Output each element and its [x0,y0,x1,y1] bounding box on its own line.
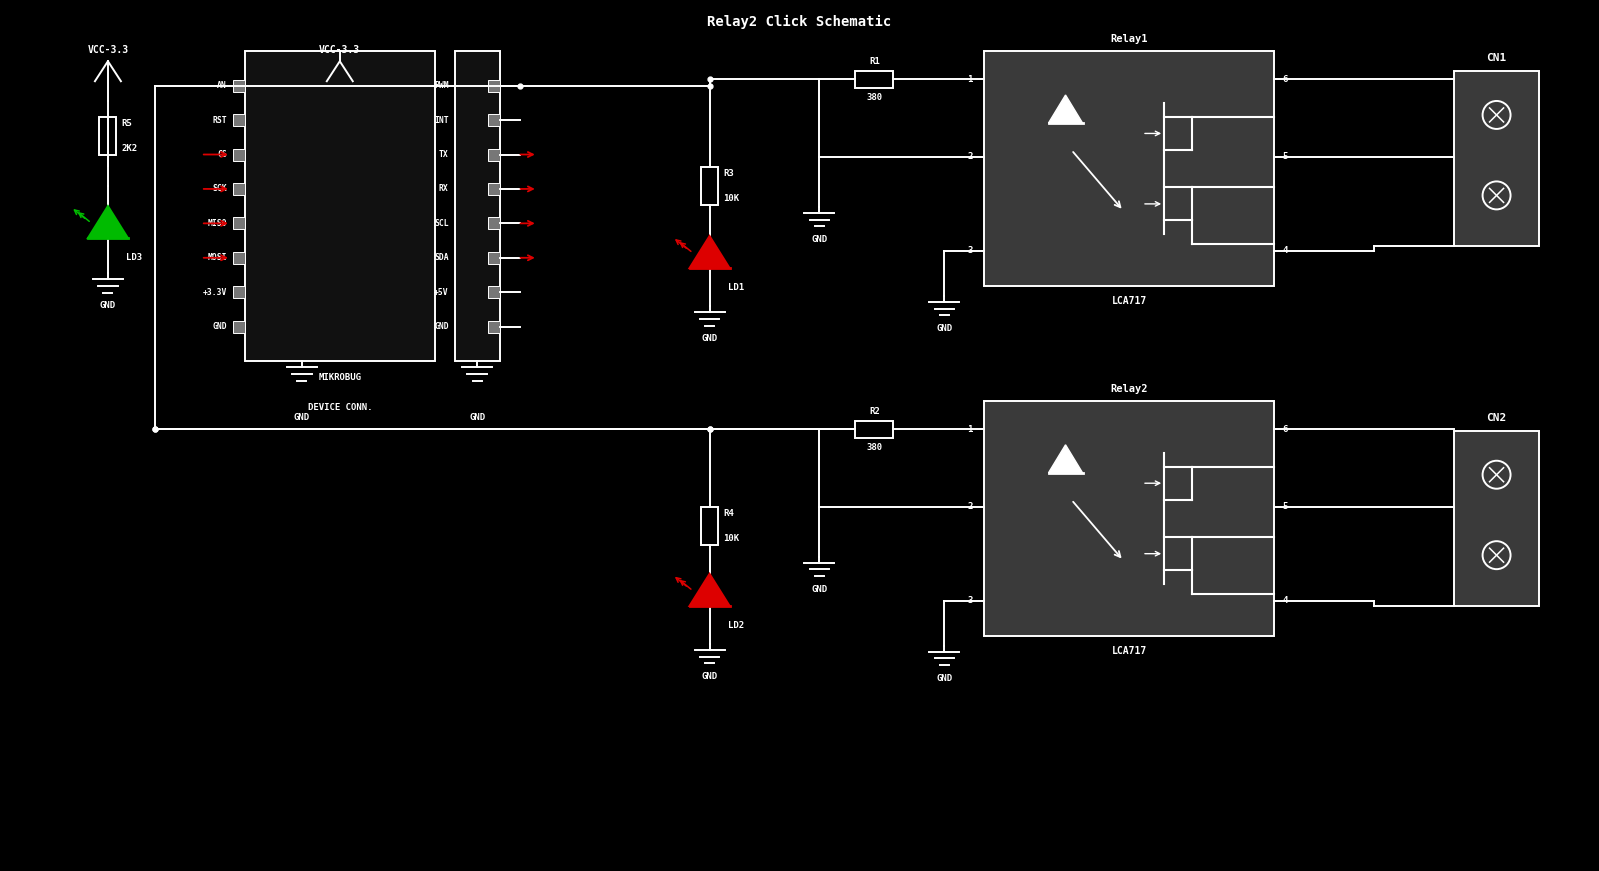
Bar [855,71,894,88]
Text: GND: GND [937,673,953,683]
Polygon shape [88,206,128,238]
Text: SCL: SCL [433,219,449,228]
Text: R2: R2 [870,407,879,415]
Text: DEVICE CONN.: DEVICE CONN. [307,403,373,412]
Text: 380: 380 [867,442,883,452]
Bar [233,114,245,126]
Polygon shape [1049,445,1083,473]
Text: LD2: LD2 [728,621,744,630]
Bar [488,183,499,195]
Bar [985,401,1274,636]
Text: MOSI: MOSI [208,253,227,262]
Text: INT: INT [433,116,449,125]
Text: SCK: SCK [213,185,227,193]
Bar [1453,431,1538,606]
Text: PWM: PWM [433,81,449,91]
Bar [233,287,245,298]
Text: MISO: MISO [208,219,227,228]
Text: 4: 4 [1282,596,1287,605]
Text: R4: R4 [723,509,734,518]
Polygon shape [1049,95,1083,123]
Bar [233,183,245,195]
Text: R5: R5 [122,119,133,128]
Bar [233,252,245,264]
Bar [855,421,894,438]
Text: TX: TX [440,150,449,159]
Text: CN1: CN1 [1487,53,1506,64]
Bar [700,507,718,545]
Text: LD1: LD1 [728,283,744,292]
Text: SDA: SDA [433,253,449,262]
Text: R3: R3 [723,169,734,179]
Text: 4: 4 [1282,246,1287,255]
Text: GND: GND [469,413,484,422]
Text: VCC-3.3: VCC-3.3 [88,45,128,55]
Bar [99,118,117,155]
Text: 5: 5 [1282,503,1287,511]
Text: LD3: LD3 [126,253,142,262]
Text: GND: GND [811,235,828,244]
Bar [700,167,718,206]
Bar [985,51,1274,286]
Text: 5: 5 [1282,152,1287,161]
Bar [488,79,499,91]
Text: 6: 6 [1282,75,1287,84]
Text: 2: 2 [967,152,972,161]
Text: 380: 380 [867,93,883,102]
Text: 2: 2 [967,503,972,511]
Text: +3.3V: +3.3V [203,287,227,297]
Bar [488,149,499,160]
Text: GND: GND [294,413,310,422]
Text: AN: AN [217,81,227,91]
Bar [488,321,499,333]
Text: 3: 3 [967,246,972,255]
Text: RX: RX [440,185,449,193]
Text: RST: RST [213,116,227,125]
Text: GND: GND [702,334,718,343]
Text: MIKROBUG: MIKROBUG [318,373,361,382]
Text: 10K: 10K [723,534,739,543]
Bar [233,321,245,333]
Text: GND: GND [213,322,227,331]
Polygon shape [689,236,729,268]
Text: Relay1: Relay1 [1111,34,1148,44]
Bar [488,218,499,229]
Text: GND: GND [937,324,953,333]
Text: Relay2: Relay2 [1111,384,1148,394]
Text: 6: 6 [1282,425,1287,434]
Text: 3: 3 [967,596,972,605]
Bar [245,51,435,361]
Text: GND: GND [99,301,117,310]
Text: R1: R1 [870,57,879,66]
Text: 10K: 10K [723,194,739,203]
Text: GND: GND [433,322,449,331]
Bar [488,287,499,298]
Bar [454,51,499,361]
Text: 2K2: 2K2 [122,145,138,153]
Bar [233,149,245,160]
Bar [233,218,245,229]
Bar [488,114,499,126]
Polygon shape [689,574,729,606]
Text: GND: GND [702,672,718,681]
Bar [233,79,245,91]
Text: VCC-3.3: VCC-3.3 [320,45,360,55]
Text: LCA717: LCA717 [1111,646,1146,656]
Text: GND: GND [811,584,828,594]
Text: +5V: +5V [433,287,449,297]
Bar [488,252,499,264]
Text: 1: 1 [967,425,972,434]
Text: 1: 1 [967,75,972,84]
Bar [1453,71,1538,246]
Text: Relay2 Click Schematic: Relay2 Click Schematic [707,16,892,30]
Text: CS: CS [217,150,227,159]
Text: CN2: CN2 [1487,413,1506,423]
Text: LCA717: LCA717 [1111,296,1146,306]
